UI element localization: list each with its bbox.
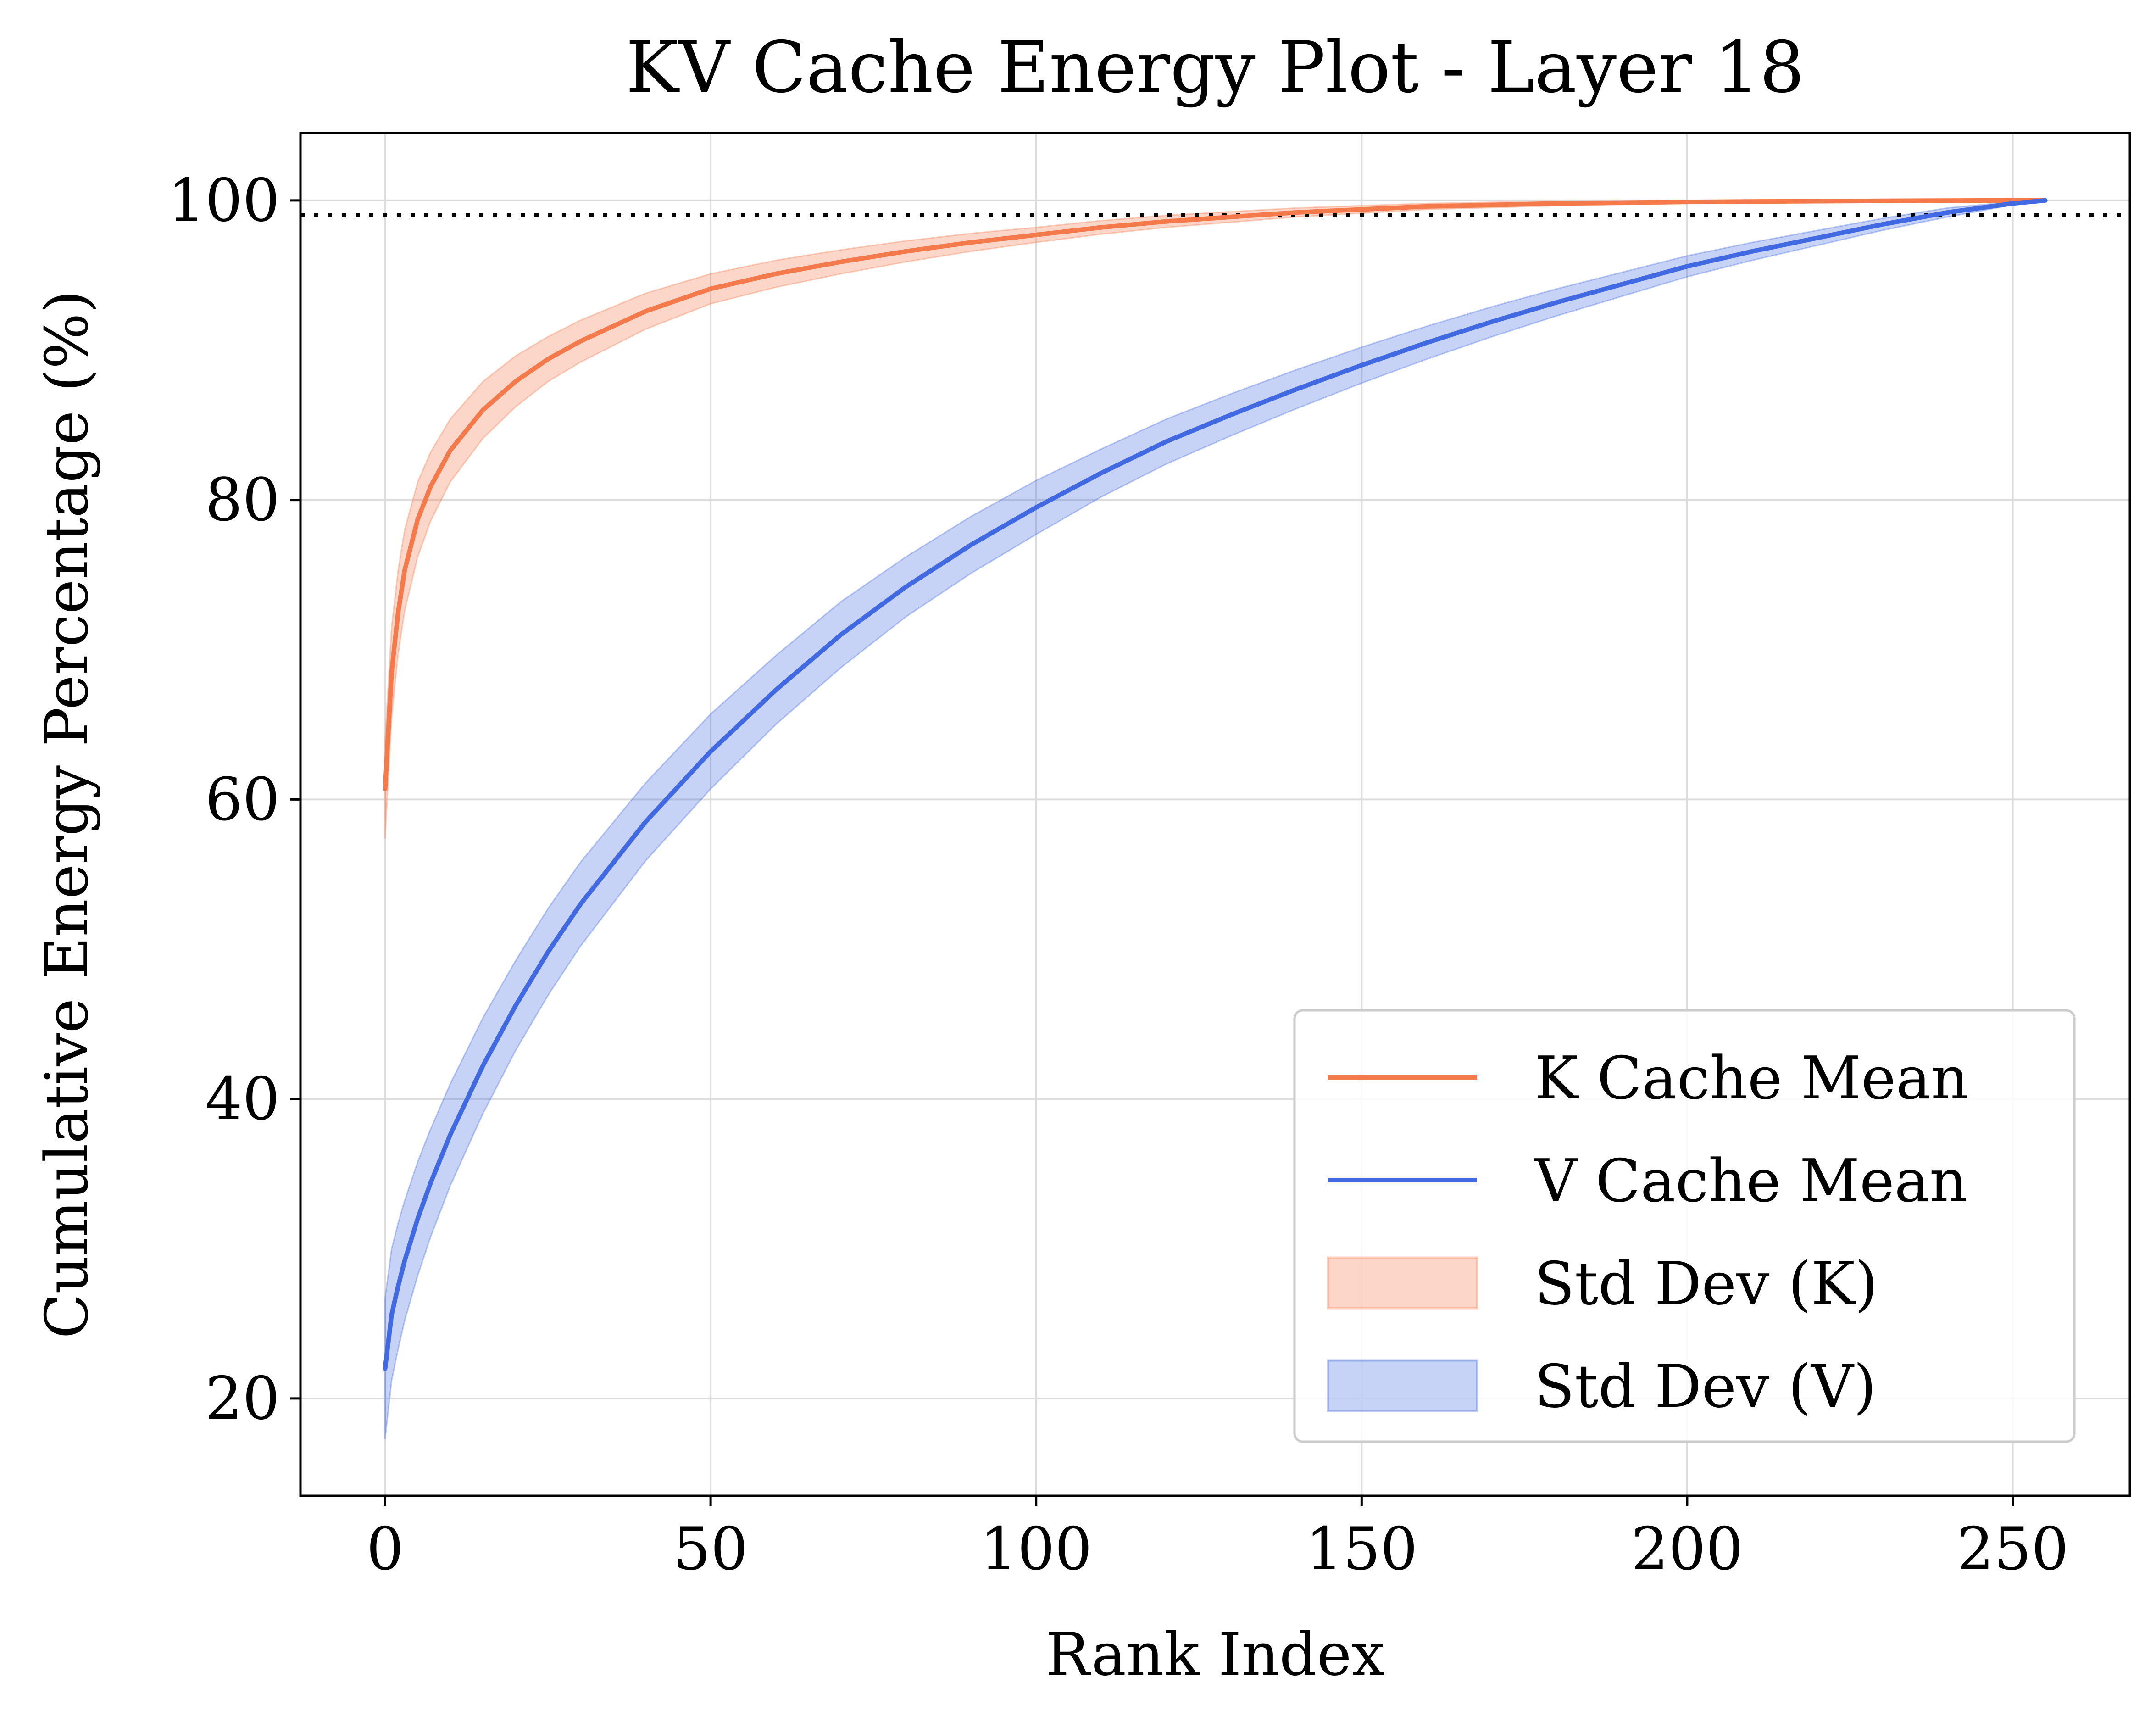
y-axis-label: Cumulative Energy Percentage (%) bbox=[33, 290, 101, 1338]
legend-box bbox=[1293, 1009, 2076, 1443]
legend-swatch-band bbox=[1327, 1359, 1478, 1412]
y-tick-label: 40 bbox=[205, 1065, 280, 1133]
std-band-k bbox=[384, 199, 2045, 839]
legend-label: V Cache Mean bbox=[1534, 1147, 1967, 1215]
chart-title: KV Cache Energy Plot - Layer 18 bbox=[626, 27, 1804, 109]
legend-swatch-band bbox=[1327, 1256, 1478, 1310]
x-tick-label: 150 bbox=[1306, 1515, 1417, 1583]
x-tick-label: 200 bbox=[1631, 1515, 1743, 1583]
series-line-k bbox=[383, 198, 2048, 791]
x-tick-label: 100 bbox=[980, 1515, 1092, 1583]
y-tick-label: 20 bbox=[205, 1365, 280, 1433]
y-tick-label: 100 bbox=[168, 167, 280, 235]
legend-label: K Cache Mean bbox=[1534, 1044, 1969, 1113]
x-tick-label: 250 bbox=[1956, 1515, 2068, 1583]
tick-layer: 0 50 100 150 200 250 20 40 60 80 100 bbox=[168, 167, 2069, 1583]
line-layer bbox=[383, 198, 2048, 1371]
grid-layer bbox=[300, 133, 2130, 1496]
plot-frame bbox=[299, 132, 2131, 1497]
legend-label: Std Dev (K) bbox=[1534, 1250, 1878, 1318]
y-tick-label: 80 bbox=[205, 466, 280, 535]
series-line-v bbox=[383, 198, 2048, 1371]
x-axis-label: Rank Index bbox=[1045, 1621, 1384, 1689]
y-tick-label: 60 bbox=[205, 765, 280, 834]
legend: K Cache Mean V Cache Mean Std Dev (K) Std D… bbox=[1293, 1009, 2076, 1443]
legend-label: Std Dev (V) bbox=[1534, 1353, 1876, 1421]
x-tick-label: 0 bbox=[367, 1515, 404, 1583]
x-tick-label: 50 bbox=[673, 1515, 748, 1583]
